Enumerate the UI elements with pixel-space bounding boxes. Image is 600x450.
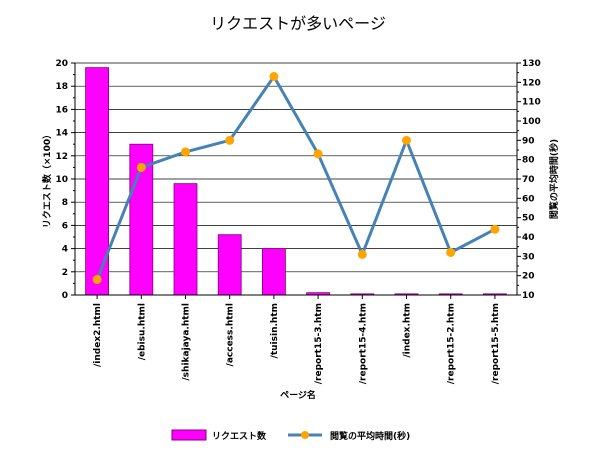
y2-tick-label: 70 bbox=[522, 175, 535, 185]
line-point bbox=[136, 162, 146, 172]
line-point bbox=[402, 135, 411, 145]
legend: リクエスト数 閲覧の平均時間(秒) bbox=[171, 429, 410, 442]
avg-time-line bbox=[95, 73, 496, 281]
line-point bbox=[490, 224, 500, 234]
y-tick-label: 12 bbox=[55, 152, 68, 162]
y2-tick-label: 110 bbox=[522, 98, 541, 108]
line-series bbox=[92, 72, 500, 285]
y-tick-label: 8 bbox=[62, 198, 68, 208]
y-tick-label: 18 bbox=[55, 82, 68, 92]
bar bbox=[262, 248, 286, 296]
legend-bar-label: リクエスト数 bbox=[212, 430, 267, 442]
y2-tick-label: 60 bbox=[522, 194, 535, 204]
y-tick-label: 14 bbox=[55, 129, 68, 139]
x-tick-label: /shikajaya.html bbox=[182, 303, 192, 381]
legend-bar-swatch bbox=[171, 429, 207, 441]
y2-tick-label: 130 bbox=[522, 59, 541, 69]
axes: 0 2 4 6 8 10 12 14 16 18 20 10 20 30 40 50 60 70 80 90 100 11… bbox=[55, 59, 540, 384]
y2-tick-label: 80 bbox=[522, 156, 535, 166]
y2-tick-label: 30 bbox=[522, 252, 535, 262]
x-tick-label: /report15-4.htm bbox=[358, 303, 368, 384]
y-tick-label: 10 bbox=[55, 175, 68, 185]
line-point bbox=[313, 149, 323, 159]
bar bbox=[173, 183, 198, 296]
line-point bbox=[92, 275, 102, 285]
y2-tick-label: 90 bbox=[522, 136, 535, 146]
y2-tick-label: 100 bbox=[522, 117, 541, 127]
y-tick-label: 6 bbox=[62, 221, 68, 231]
x-tick-label: /index2.html bbox=[93, 303, 103, 367]
y-tick-label: 20 bbox=[55, 59, 68, 69]
x-tick-label: /access.html bbox=[226, 303, 236, 366]
y2-tick-label: 10 bbox=[522, 291, 535, 301]
x-tick-label: /report15-3.htm bbox=[314, 303, 324, 384]
x-tick-label: /report15-5.htm bbox=[491, 303, 501, 384]
line-point bbox=[446, 247, 456, 257]
chart-title: リクエストが多いページ bbox=[210, 14, 386, 33]
y-tick-label: 2 bbox=[62, 268, 68, 278]
legend-line-marker bbox=[301, 431, 309, 439]
line-point bbox=[181, 147, 190, 157]
y-tick-label: 16 bbox=[55, 105, 68, 115]
y2-tick-label: 50 bbox=[522, 214, 535, 224]
y-axis-label: リクエスト数（×100） bbox=[41, 130, 53, 228]
line-point bbox=[225, 135, 235, 145]
y2-tick-label: 40 bbox=[522, 233, 535, 243]
line-point bbox=[357, 249, 367, 259]
bar bbox=[217, 234, 242, 296]
x-tick-label: /index.htm bbox=[403, 303, 413, 358]
y-tick-label: 4 bbox=[62, 245, 68, 255]
line-point bbox=[269, 72, 279, 82]
x-axis-label: ページ名 bbox=[280, 389, 316, 401]
x-tick-label: /tuisin.htm bbox=[270, 303, 280, 358]
y2-tick-label: 120 bbox=[522, 78, 541, 88]
y2-tick-label: 20 bbox=[522, 272, 535, 282]
y2-axis-label: 閲覧の平均時間(秒) bbox=[548, 139, 560, 219]
x-tick-label: /ebisu.html bbox=[137, 303, 147, 360]
bars bbox=[85, 67, 507, 296]
legend-line-label: 閲覧の平均時間(秒) bbox=[330, 430, 410, 442]
x-tick-label: /report15-2.htm bbox=[447, 303, 457, 384]
y-tick-label: 0 bbox=[62, 291, 68, 301]
